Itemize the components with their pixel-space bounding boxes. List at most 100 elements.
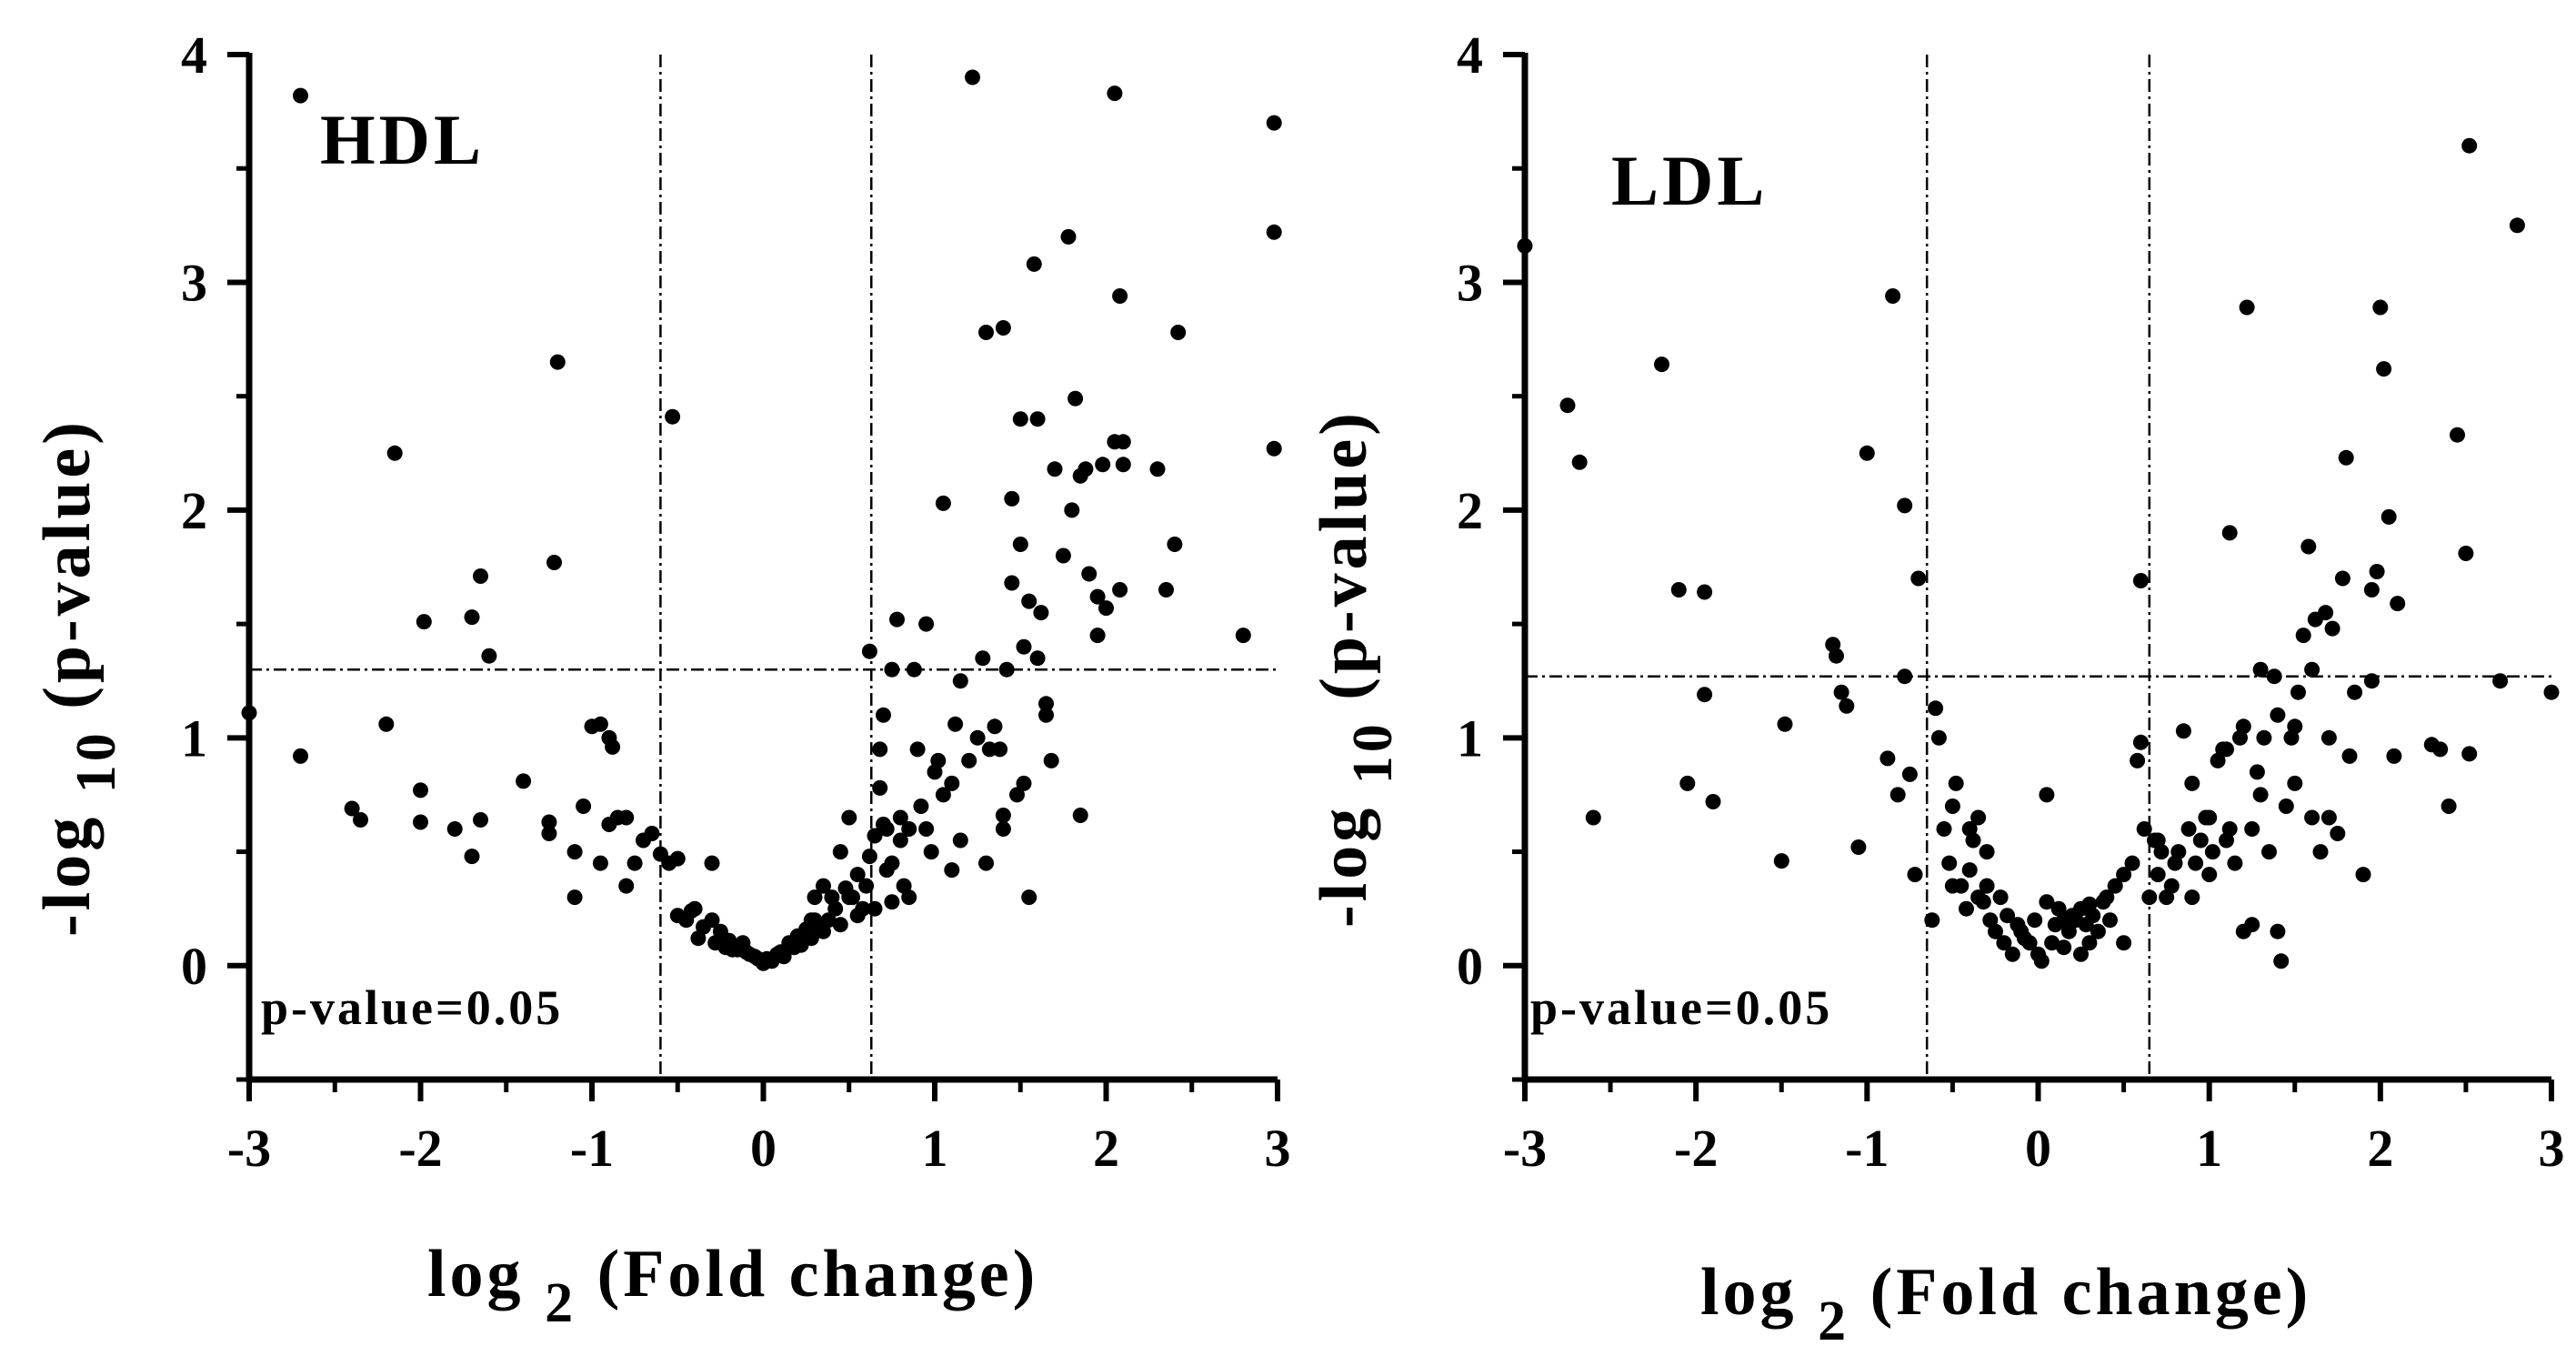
hdl-point-5: [378, 716, 395, 732]
hdl-point-105: [913, 799, 929, 814]
ldl-x-label-main: log: [1700, 1255, 1798, 1330]
hdl-point-143: [1047, 461, 1063, 477]
ldl-point-146: [2461, 746, 2478, 762]
ldl-point-141: [2432, 741, 2449, 758]
hdl-point-99: [892, 809, 908, 826]
ldl-point-23: [1901, 766, 1918, 782]
hdl-point-3: [344, 800, 360, 817]
hdl-point-176: [832, 917, 848, 933]
ldl-y-tick-label-0: 0: [1457, 937, 1483, 996]
ldl-point-24: [1907, 867, 1923, 883]
ldl-threshold-label: p-value=0.05: [1530, 980, 1832, 1035]
ldl-point-44: [1992, 889, 2009, 906]
hdl-point-129: [1004, 490, 1020, 507]
ldl-point-100: [2221, 525, 2238, 541]
hdl-point-22: [566, 889, 583, 906]
ldl-point-2: [1571, 454, 1588, 470]
hdl-point-158: [1115, 457, 1131, 473]
hdl-ticks: -3 -2 -1 0 1 2 3 0 1 2 3 4: [181, 25, 1291, 1178]
ldl-point-69: [2090, 923, 2106, 939]
ldl-point-157: [2270, 707, 2286, 723]
hdl-point-14: [473, 812, 488, 828]
ldl-point-117: [2287, 718, 2303, 735]
ldl-point-4: [1654, 357, 1669, 373]
hdl-point-169: [1095, 457, 1111, 473]
hdl-point-97: [889, 611, 905, 628]
hdl-point-96: [884, 894, 900, 910]
ldl-point-95: [2201, 867, 2218, 883]
hdl-point-139: [1033, 605, 1049, 621]
ldl-point-148: [2509, 217, 2525, 234]
hdl-point-92: [876, 707, 891, 723]
ldl-point-18: [1879, 750, 1896, 767]
hdl-point-29: [605, 738, 621, 755]
hdl-point-173: [918, 821, 935, 837]
ldl-x-axis-label: log 2 (Fold change): [1700, 1255, 2311, 1355]
hdl-y-tick-label-1: 1: [181, 708, 207, 768]
hdl-point-164: [1235, 628, 1251, 644]
ldl-point-93: [2192, 832, 2209, 849]
ldl-point-10: [1773, 853, 1789, 869]
ldl-point-127: [2330, 826, 2346, 841]
hdl-point-18: [541, 826, 557, 841]
ldl-point-11: [1777, 716, 1793, 732]
ldl-point-123: [2312, 844, 2329, 860]
hdl-x-tick-label-5: 2: [1093, 1119, 1119, 1178]
hdl-point-107: [923, 844, 939, 860]
hdl-axes: [246, 53, 1278, 1083]
ldl-point-55: [2039, 894, 2055, 910]
hdl-x-label-main: log: [427, 1237, 525, 1311]
ldl-point-142: [2441, 799, 2457, 814]
hdl-y-tick-label-2: 2: [181, 481, 207, 540]
ldl-point-25: [1910, 570, 1927, 587]
hdl-point-6: [386, 445, 403, 461]
ldl-point-68: [2085, 908, 2101, 924]
ldl-point-163: [2056, 939, 2072, 956]
hdl-point-4: [353, 812, 368, 828]
ldl-x-tick-label-6: 3: [2539, 1119, 2565, 1178]
hdl-point-145: [1060, 228, 1077, 245]
ldl-point-120: [2300, 538, 2317, 555]
hdl-x-tick-label-2: -1: [570, 1119, 614, 1178]
ldl-point-138: [2386, 748, 2402, 764]
ldl-point-156: [2252, 661, 2269, 678]
ldl-point-46: [2000, 908, 2016, 924]
hdl-point-64: [776, 949, 792, 965]
hdl-point-106: [918, 616, 935, 632]
hdl-point-88: [867, 900, 883, 917]
hdl-point-162: [1167, 537, 1183, 552]
ldl-point-19: [1885, 288, 1901, 304]
hdl-point-0: [293, 87, 308, 104]
ldl-point-27: [1928, 700, 1944, 717]
hdl-point-150: [1078, 461, 1094, 477]
hdl-point-144: [1055, 547, 1071, 564]
hdl-point-171: [1029, 650, 1046, 667]
hdl-point-165: [1266, 115, 1282, 131]
hdl-point-77: [832, 844, 848, 860]
ldl-point-113: [2270, 923, 2286, 939]
hdl-point-81: [845, 889, 860, 906]
hdl-point-157: [1112, 288, 1128, 304]
hdl-point-126: [995, 808, 1011, 823]
ldl-point-158: [2320, 729, 2337, 746]
hdl-point-116: [961, 752, 977, 768]
ldl-point-78: [2132, 734, 2149, 750]
ldl-point-112: [2266, 668, 2282, 685]
ldl-point-132: [2355, 867, 2371, 883]
hdl-point-23: [576, 799, 592, 814]
ldl-x-label-tail: (Fold change): [1870, 1255, 2312, 1330]
ldl-point-101: [2221, 821, 2238, 837]
hdl-point-167: [1266, 440, 1282, 457]
ldl-x-tick-label-4: 1: [2196, 1119, 2222, 1178]
ldl-point-66: [2081, 935, 2098, 951]
ldl-point-30: [1941, 855, 1958, 871]
hdl-point-166: [1266, 224, 1282, 240]
ldl-point-109: [2252, 787, 2269, 803]
hdl-x-label-sub: 2: [545, 1272, 576, 1334]
hdl-panel-label: HDL: [320, 100, 485, 179]
ldl-point-119: [2295, 628, 2311, 644]
ldl-point-106: [2244, 917, 2260, 933]
ldl-point-164: [2073, 946, 2089, 962]
hdl-point-124: [992, 741, 1008, 758]
